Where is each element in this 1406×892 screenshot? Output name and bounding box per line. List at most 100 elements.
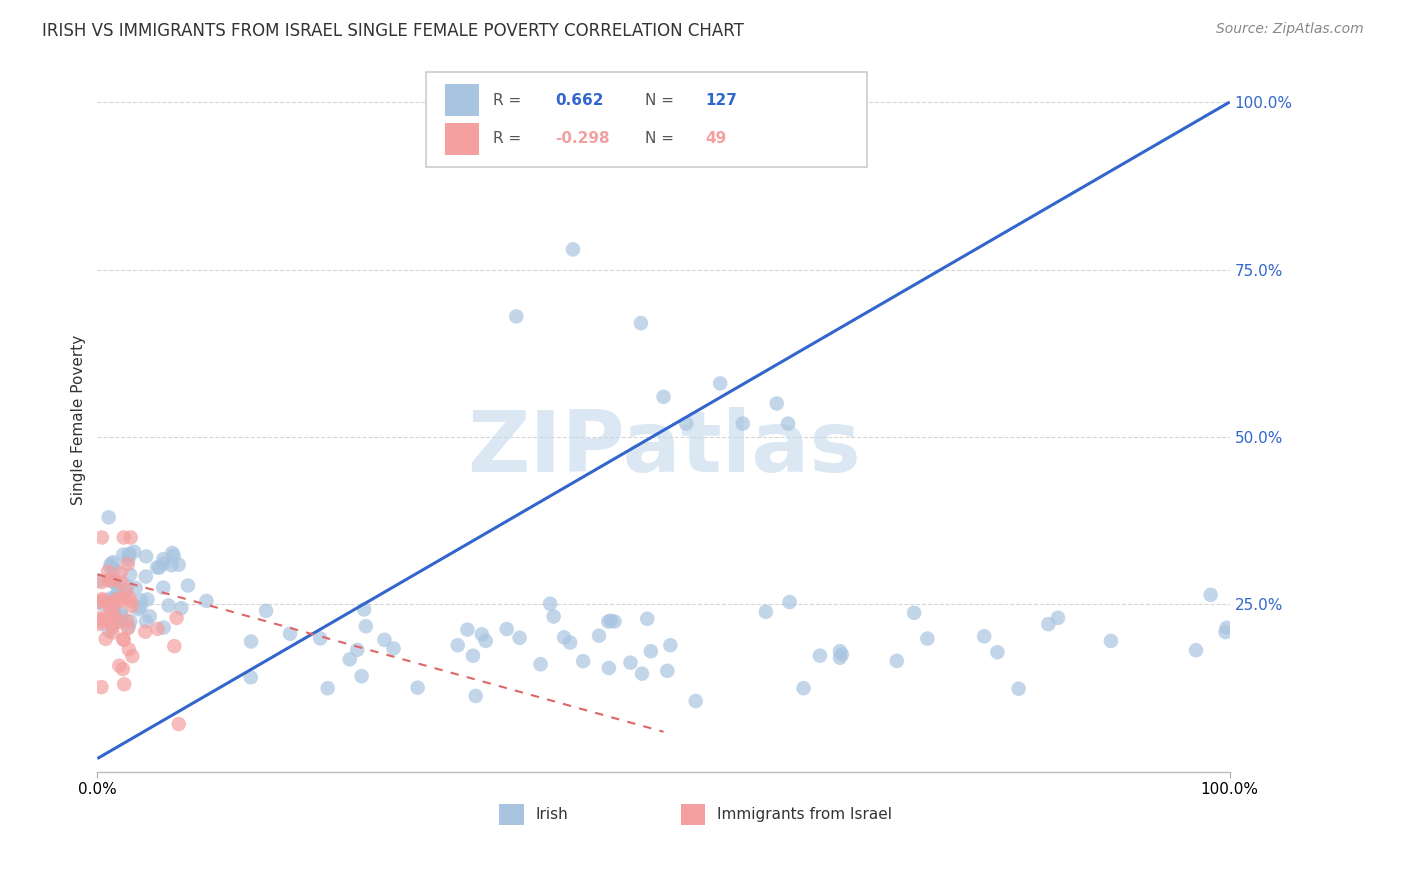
Point bbox=[114, 587, 136, 601]
Text: 49: 49 bbox=[706, 131, 727, 146]
Point bbox=[1099, 634, 1122, 648]
Point bbox=[107, 583, 129, 598]
Point bbox=[89, 595, 111, 609]
Point bbox=[91, 592, 114, 607]
Point bbox=[619, 656, 641, 670]
Point bbox=[100, 557, 122, 571]
Point bbox=[98, 594, 121, 608]
Point bbox=[135, 615, 157, 629]
Text: 0.662: 0.662 bbox=[555, 93, 603, 108]
Point bbox=[107, 615, 129, 629]
Point bbox=[1216, 621, 1239, 635]
Point bbox=[447, 638, 470, 652]
Point bbox=[195, 594, 218, 608]
Point bbox=[152, 620, 174, 634]
Point bbox=[278, 626, 301, 640]
Point bbox=[100, 591, 122, 606]
Point bbox=[474, 633, 496, 648]
Point bbox=[903, 606, 925, 620]
Point bbox=[793, 681, 815, 696]
Point bbox=[170, 601, 193, 615]
Point bbox=[129, 593, 152, 607]
Point bbox=[509, 631, 531, 645]
Point bbox=[111, 662, 134, 676]
Point bbox=[1038, 617, 1060, 632]
Point bbox=[177, 578, 200, 592]
Point bbox=[103, 603, 125, 617]
Point bbox=[101, 620, 124, 634]
Point bbox=[120, 531, 142, 545]
Point bbox=[117, 622, 139, 636]
Y-axis label: Single Female Poverty: Single Female Poverty bbox=[72, 335, 86, 506]
Point bbox=[121, 649, 143, 664]
Point bbox=[354, 619, 377, 633]
Point bbox=[685, 694, 707, 708]
Point bbox=[808, 648, 831, 663]
Point bbox=[110, 612, 132, 626]
Point bbox=[115, 579, 138, 593]
Point bbox=[120, 567, 142, 582]
Point bbox=[129, 600, 152, 615]
Point bbox=[89, 615, 111, 629]
Text: N =: N = bbox=[645, 93, 679, 108]
Point bbox=[316, 681, 339, 696]
Point bbox=[134, 624, 156, 639]
Point bbox=[110, 566, 132, 580]
Point bbox=[599, 614, 621, 628]
Point bbox=[652, 390, 675, 404]
Point bbox=[239, 670, 262, 684]
Point bbox=[828, 644, 851, 658]
Point bbox=[603, 615, 626, 629]
Point bbox=[350, 669, 373, 683]
Point bbox=[98, 559, 121, 574]
Point bbox=[1007, 681, 1029, 696]
Point bbox=[100, 599, 122, 613]
Point bbox=[167, 558, 190, 572]
Point bbox=[588, 629, 610, 643]
Text: -0.298: -0.298 bbox=[555, 131, 609, 146]
Point bbox=[97, 510, 120, 524]
Point bbox=[112, 632, 135, 647]
Point bbox=[98, 607, 121, 622]
FancyBboxPatch shape bbox=[681, 804, 706, 825]
Point bbox=[118, 547, 141, 561]
Point bbox=[675, 417, 697, 431]
Point bbox=[97, 573, 120, 587]
Point bbox=[104, 576, 127, 591]
Point bbox=[112, 548, 135, 562]
Point bbox=[778, 417, 800, 431]
Point bbox=[101, 596, 124, 610]
Point bbox=[91, 597, 114, 611]
Point bbox=[97, 565, 120, 579]
Point bbox=[101, 625, 124, 640]
FancyBboxPatch shape bbox=[444, 123, 479, 154]
Point bbox=[90, 680, 112, 694]
Point bbox=[122, 545, 145, 559]
Point bbox=[495, 622, 517, 636]
Point bbox=[456, 623, 478, 637]
Point bbox=[90, 575, 112, 590]
Point bbox=[709, 376, 731, 391]
Point bbox=[731, 417, 754, 431]
Point bbox=[406, 681, 429, 695]
Point bbox=[118, 619, 141, 633]
Point bbox=[464, 689, 486, 703]
Point bbox=[97, 624, 120, 638]
Point bbox=[98, 599, 121, 614]
Text: R =: R = bbox=[492, 93, 526, 108]
Point bbox=[598, 615, 620, 629]
Point bbox=[553, 630, 575, 644]
Point bbox=[110, 608, 132, 623]
Point bbox=[461, 648, 484, 663]
Point bbox=[529, 657, 551, 672]
Point bbox=[162, 546, 184, 560]
Point bbox=[640, 644, 662, 658]
Point bbox=[1185, 643, 1208, 657]
Point bbox=[973, 629, 995, 643]
Point bbox=[148, 560, 170, 574]
Point bbox=[630, 316, 652, 330]
FancyBboxPatch shape bbox=[499, 804, 524, 825]
Text: N =: N = bbox=[645, 131, 679, 146]
Point bbox=[339, 652, 361, 666]
Point bbox=[135, 569, 157, 583]
